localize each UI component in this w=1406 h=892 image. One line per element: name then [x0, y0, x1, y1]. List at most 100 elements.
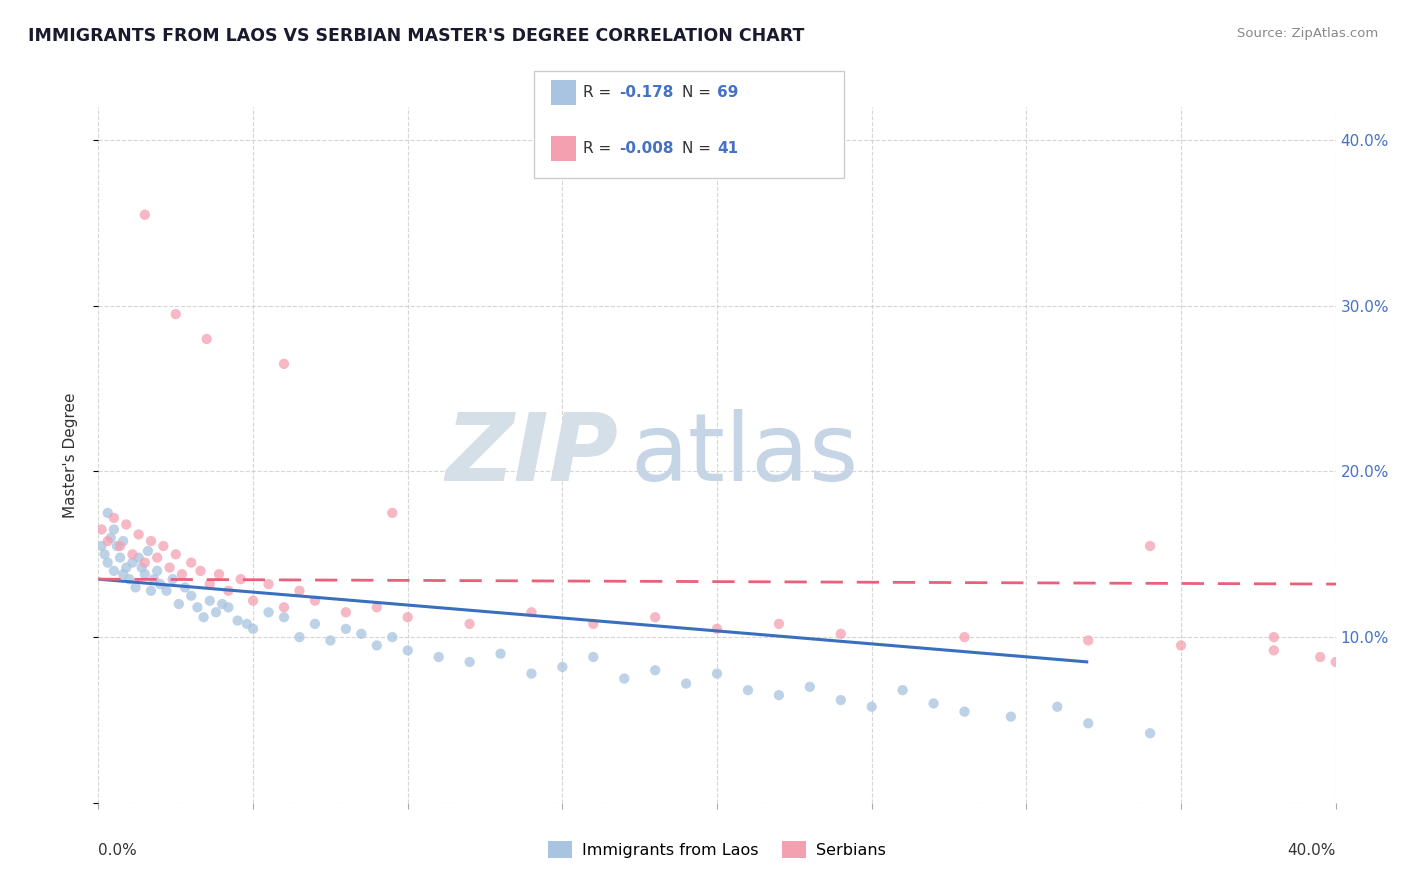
Point	[613, 672, 636, 686]
Point	[1263, 643, 1285, 657]
Point	[155, 583, 177, 598]
Point	[121, 547, 143, 561]
Point	[170, 567, 193, 582]
Point	[953, 630, 976, 644]
Text: N =: N =	[682, 141, 716, 155]
Point	[190, 564, 212, 578]
Point	[582, 650, 605, 665]
Point	[128, 527, 150, 541]
Point	[115, 560, 138, 574]
Point	[242, 593, 264, 607]
Text: 0.0%: 0.0%	[98, 843, 138, 858]
Point	[350, 627, 373, 641]
Point	[644, 663, 666, 677]
Point	[396, 610, 419, 624]
Legend: Immigrants from Laos, Serbians: Immigrants from Laos, Serbians	[541, 835, 893, 864]
Point	[304, 616, 326, 631]
Point	[186, 600, 208, 615]
Point	[205, 605, 228, 619]
Point	[159, 560, 181, 574]
Point	[830, 627, 852, 641]
Point	[124, 581, 146, 595]
Point	[706, 666, 728, 681]
Point	[112, 567, 135, 582]
Point	[162, 572, 184, 586]
Point	[737, 683, 759, 698]
Point	[90, 539, 112, 553]
Point	[1309, 650, 1331, 665]
Point	[143, 572, 166, 586]
Point	[165, 547, 187, 561]
Y-axis label: Master's Degree: Master's Degree	[63, 392, 77, 517]
Point	[152, 539, 174, 553]
Point	[458, 655, 481, 669]
Point	[128, 550, 150, 565]
Point	[273, 357, 295, 371]
Point	[891, 683, 914, 698]
Point	[288, 583, 311, 598]
Point	[118, 572, 141, 586]
Text: 41: 41	[717, 141, 738, 155]
Point	[1077, 633, 1099, 648]
Point	[208, 567, 231, 582]
Text: -0.178: -0.178	[619, 86, 673, 100]
Point	[195, 332, 218, 346]
Point	[1324, 655, 1347, 669]
Text: ZIP: ZIP	[446, 409, 619, 501]
Text: N =: N =	[682, 86, 716, 100]
Point	[335, 622, 357, 636]
Text: IMMIGRANTS FROM LAOS VS SERBIAN MASTER'S DEGREE CORRELATION CHART: IMMIGRANTS FROM LAOS VS SERBIAN MASTER'S…	[28, 27, 804, 45]
Point	[489, 647, 512, 661]
Point	[706, 622, 728, 636]
Point	[180, 556, 202, 570]
Point	[458, 616, 481, 631]
Point	[922, 697, 945, 711]
Point	[644, 610, 666, 624]
Point	[551, 660, 574, 674]
Point	[366, 639, 388, 653]
Point	[108, 550, 131, 565]
Point	[427, 650, 450, 665]
Point	[1077, 716, 1099, 731]
Point	[226, 614, 249, 628]
Point	[134, 567, 156, 582]
Point	[1046, 699, 1069, 714]
Point	[198, 593, 221, 607]
Point	[131, 560, 153, 574]
Point	[167, 597, 190, 611]
Point	[211, 597, 233, 611]
Point	[1139, 539, 1161, 553]
Point	[139, 583, 162, 598]
Point	[112, 534, 135, 549]
Text: -0.008: -0.008	[619, 141, 673, 155]
Point	[198, 577, 221, 591]
Point	[366, 600, 388, 615]
Point	[100, 531, 122, 545]
Point	[768, 616, 790, 631]
Point	[257, 605, 280, 619]
Point	[103, 564, 125, 578]
Point	[273, 610, 295, 624]
Point	[103, 511, 125, 525]
Point	[121, 556, 143, 570]
Text: 40.0%: 40.0%	[1288, 843, 1336, 858]
Point	[396, 643, 419, 657]
Point	[1139, 726, 1161, 740]
Point	[97, 556, 120, 570]
Point	[860, 699, 883, 714]
Point	[146, 564, 169, 578]
Point	[520, 666, 543, 681]
Point	[108, 539, 131, 553]
Point	[149, 577, 172, 591]
Point	[139, 534, 162, 549]
Point	[319, 633, 342, 648]
Point	[273, 600, 295, 615]
Point	[180, 589, 202, 603]
Text: R =: R =	[583, 141, 617, 155]
Point	[304, 593, 326, 607]
Text: R =: R =	[583, 86, 617, 100]
Point	[288, 630, 311, 644]
Point	[830, 693, 852, 707]
Point	[242, 622, 264, 636]
Point	[381, 506, 404, 520]
